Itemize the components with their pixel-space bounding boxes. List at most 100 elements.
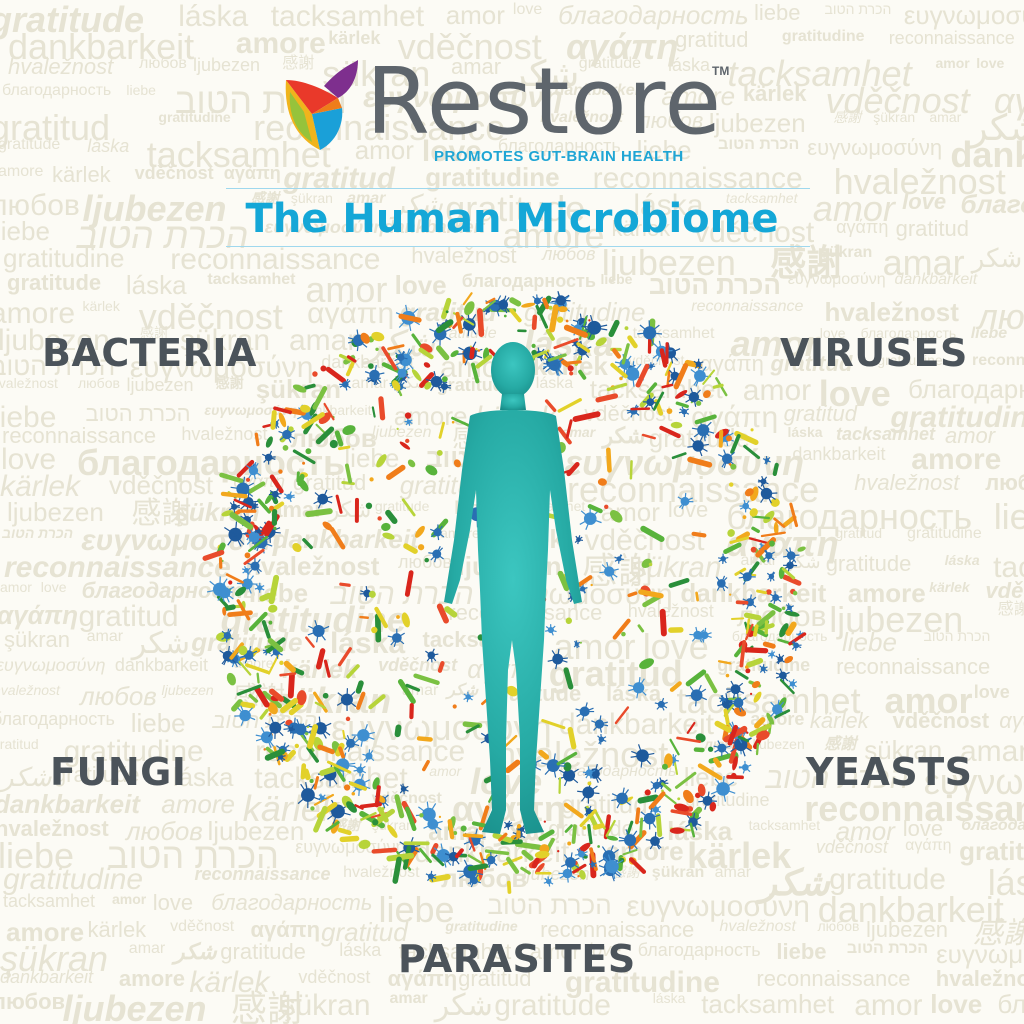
microbe-dot <box>228 580 233 585</box>
yeast-cell <box>563 762 572 772</box>
virus-spike <box>766 493 776 501</box>
bacterium-rod <box>686 721 696 734</box>
background-word: ljubezen <box>161 682 214 698</box>
microbe-dot <box>320 365 327 372</box>
virus-spike <box>702 635 706 643</box>
virus-spike <box>684 393 695 398</box>
bacterium-rod <box>398 313 422 323</box>
virus-spike <box>669 352 679 362</box>
virus-spike <box>578 536 583 541</box>
bacterium-rod <box>378 396 386 421</box>
virus-spike <box>320 793 323 799</box>
background-word: liebe <box>378 888 455 930</box>
bacterium-rod <box>404 570 414 597</box>
background-word: любов <box>78 374 120 391</box>
virus-spike <box>242 488 254 497</box>
virus-spike <box>566 873 569 883</box>
background-word: láska <box>178 0 249 33</box>
virus-spike <box>252 470 256 480</box>
bacterium-rod <box>356 691 366 710</box>
virus-spike <box>650 785 657 791</box>
virus-spike <box>300 728 312 734</box>
bacterium-rod <box>468 835 476 852</box>
background-word: láska <box>535 374 574 392</box>
bacterium-rod <box>354 804 364 810</box>
microbe-dot <box>540 312 543 315</box>
virus-spike <box>234 714 246 717</box>
virus-spike <box>543 880 549 884</box>
bacterium-rod <box>283 660 296 673</box>
bacterium-rod <box>736 531 751 542</box>
virus-spike <box>270 651 277 657</box>
virus-spike <box>320 722 332 729</box>
yeast-cell <box>264 492 274 505</box>
virus-spike <box>732 689 737 699</box>
background-word: amore <box>911 442 1002 476</box>
bacterium-rod <box>752 515 771 520</box>
background-word: ljubezen <box>866 916 948 942</box>
virus-spike <box>490 854 498 861</box>
bacterium-rod <box>723 542 742 555</box>
virus-spike <box>550 629 557 633</box>
virus-spike <box>599 570 610 574</box>
virus-spike <box>630 410 635 418</box>
virus-spike <box>581 350 590 359</box>
bacterium-rod <box>219 472 244 484</box>
virus-spike <box>685 396 695 403</box>
virus-spike <box>681 406 685 412</box>
virus-spike <box>319 773 331 782</box>
virus-spike <box>650 363 655 367</box>
virus-spike <box>359 779 371 786</box>
yeast-cell <box>784 656 794 664</box>
virus-spike <box>297 413 308 420</box>
yeast-cell <box>675 390 688 399</box>
virus-spike <box>350 742 360 747</box>
virus-spike <box>730 680 737 690</box>
bacterium-rod <box>718 429 724 448</box>
background-word: любов <box>985 469 1024 495</box>
microbe-dot <box>345 716 351 722</box>
virus-spike <box>792 681 798 685</box>
microbe-dot <box>766 589 772 595</box>
virus-spike <box>468 695 474 698</box>
bacterium-rod <box>416 736 433 742</box>
virus-spike <box>275 419 280 424</box>
virus-spike <box>608 845 614 857</box>
background-word: ευγνωμοσύνη <box>626 889 810 923</box>
virus-spike <box>443 855 452 866</box>
background-word: amor <box>112 890 147 907</box>
virus-spike <box>347 337 359 341</box>
background-word: liebe <box>0 834 75 876</box>
virus-spike <box>473 880 482 884</box>
background-word: αγάπη <box>993 80 1024 121</box>
microbe-dot <box>569 371 574 376</box>
bacterium-rod <box>664 361 673 377</box>
virus-spike <box>305 782 309 796</box>
virus-spike <box>577 790 589 794</box>
yeast-cell <box>779 623 789 638</box>
microbe-dot <box>531 343 536 349</box>
virus-spike <box>757 479 764 483</box>
bacterium-rod <box>342 729 346 740</box>
bacterium-rod <box>779 678 795 695</box>
microbe-dot <box>677 797 681 801</box>
virus-spike <box>693 429 704 438</box>
microbe-dot <box>696 400 702 406</box>
bacterium-rod <box>544 399 557 412</box>
virus-spike <box>684 497 693 502</box>
virus-spike <box>401 372 410 379</box>
virus-spike <box>743 576 748 585</box>
background-word: amar <box>289 324 358 357</box>
virus-spike <box>354 766 361 771</box>
bacterium-rod <box>556 751 578 766</box>
background-word: благодарность <box>860 325 957 341</box>
bacterium-rod <box>296 471 300 483</box>
microbe-dot <box>368 363 374 369</box>
background-word: amor <box>854 988 923 1022</box>
background-word: love <box>930 988 983 1019</box>
bacterium-rod <box>245 663 270 674</box>
virus-spike <box>633 410 640 416</box>
virus-spike <box>693 389 701 398</box>
virus-spike <box>219 589 225 602</box>
bacterium-rod <box>509 308 522 323</box>
